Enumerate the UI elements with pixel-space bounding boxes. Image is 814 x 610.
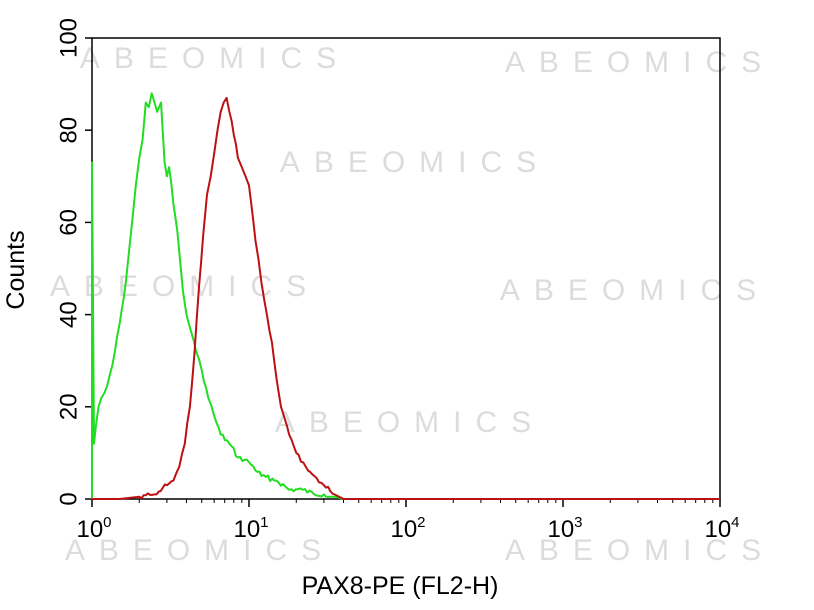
watermark-text: ABEOMICS — [275, 406, 545, 439]
x-tick-label: 102 — [390, 514, 425, 543]
y-tick-label: 0 — [55, 492, 82, 505]
y-tick-label: 20 — [55, 393, 82, 420]
y-axis-title: Counts — [2, 230, 30, 309]
x-tick-label: 101 — [233, 514, 268, 543]
x-tick-label: 100 — [76, 514, 111, 543]
y-tick-label: 100 — [55, 18, 82, 58]
y-tick-label: 60 — [55, 209, 82, 236]
series-layer — [91, 92, 720, 500]
watermark-text: ABEOMICS — [500, 274, 770, 307]
watermark-layer: ABEOMICS ABEOMICS ABEOMICS ABEOMICS ABEOMICS… — [50, 42, 775, 567]
x-tick-label: 104 — [704, 514, 739, 543]
watermark-text: ABEOMICS — [80, 42, 350, 75]
watermark-text: ABEOMICS — [505, 46, 775, 79]
x-tick-label: 103 — [547, 514, 582, 543]
watermark-text: ABEOMICS — [280, 146, 550, 179]
x-axis-title: PAX8-PE (FL2-H) — [302, 572, 499, 600]
watermark-text: ABEOMICS — [65, 534, 335, 567]
y-tick-label: 40 — [55, 301, 82, 328]
watermark-text: ABEOMICS — [505, 534, 775, 567]
y-tick-label: 80 — [55, 117, 82, 144]
axis-ticks: 0 20 40 60 80 100 100 101 102 103 104 — [55, 18, 739, 543]
histogram-series-line — [92, 96, 720, 500]
